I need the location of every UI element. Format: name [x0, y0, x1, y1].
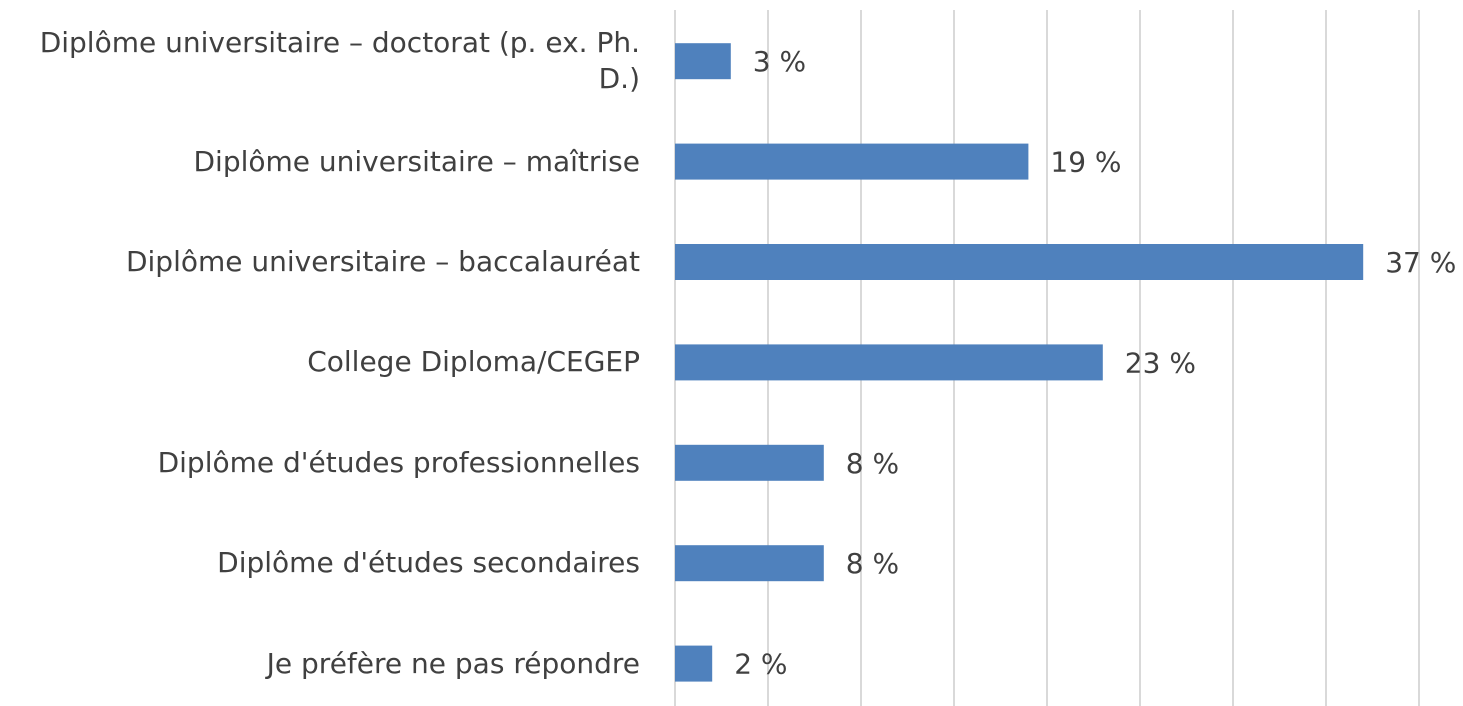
bar: [675, 143, 1029, 180]
bar: [675, 244, 1364, 280]
category-label: Diplôme d'études professionnelles: [157, 445, 640, 479]
value-label: 19 %: [1050, 146, 1121, 179]
value-label: 2 %: [734, 648, 787, 681]
value-label: 8 %: [846, 547, 899, 580]
value-label: 3 %: [753, 45, 806, 78]
category-label: Je préfère ne pas répondre: [266, 646, 640, 680]
bar: [675, 545, 824, 582]
value-label: 8 %: [846, 447, 899, 480]
category-label: Diplôme universitaire – maîtrise: [193, 144, 640, 178]
value-label: 37 %: [1385, 246, 1456, 279]
bar: [675, 444, 824, 481]
category-label: Diplôme d'études secondaires: [217, 546, 640, 580]
bar: [675, 344, 1103, 381]
bar: [675, 43, 731, 80]
bar: [675, 645, 713, 682]
category-label: Diplôme universitaire – baccalauréat: [125, 245, 640, 278]
category-label: College Diploma/CEGEP: [307, 345, 640, 379]
category-label: Diplôme universitaire – doctorat (p. ex.…: [39, 26, 640, 96]
value-label: 23 %: [1125, 346, 1196, 379]
